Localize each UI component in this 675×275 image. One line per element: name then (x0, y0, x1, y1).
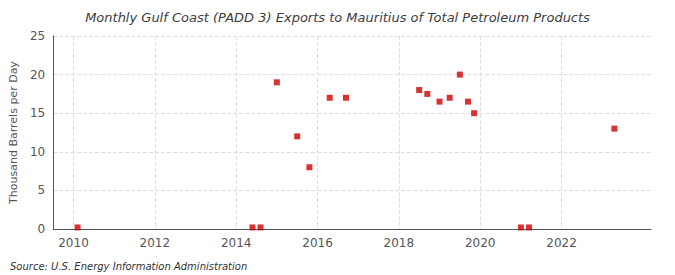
svg-text:2014: 2014 (221, 236, 252, 250)
svg-text:Thousand Barrels per Day: Thousand Barrels per Day (7, 61, 20, 205)
svg-text:2020: 2020 (465, 236, 496, 250)
svg-text:0: 0 (38, 222, 46, 236)
svg-text:25: 25 (30, 29, 45, 43)
svg-text:2012: 2012 (140, 236, 171, 250)
svg-text:2022: 2022 (546, 236, 577, 250)
svg-text:Monthly Gulf Coast (PADD 3) Ex: Monthly Gulf Coast (PADD 3) Exports to M… (85, 10, 590, 25)
svg-text:20: 20 (30, 68, 45, 82)
svg-text:5: 5 (38, 183, 46, 197)
svg-text:10: 10 (30, 145, 45, 159)
svg-text:Source: U.S. Energy Informatio: Source: U.S. Energy Information Administ… (10, 261, 247, 272)
svg-text:2010: 2010 (58, 236, 89, 250)
svg-text:2016: 2016 (302, 236, 333, 250)
svg-text:2018: 2018 (384, 236, 415, 250)
svg-text:15: 15 (30, 106, 45, 120)
